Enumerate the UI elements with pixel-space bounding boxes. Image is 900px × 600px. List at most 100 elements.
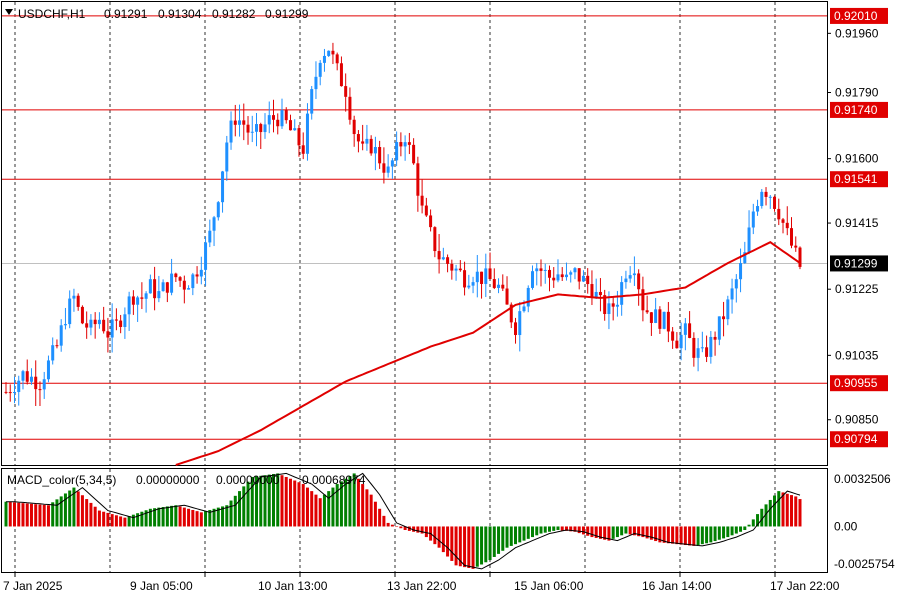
candle — [204, 236, 208, 287]
macd-bar — [628, 526, 632, 535]
candle — [148, 274, 152, 294]
macd-signal-line — [6, 472, 801, 570]
macd-bar — [480, 526, 484, 565]
candle — [543, 263, 547, 284]
candle — [114, 308, 118, 331]
macd-bar — [305, 487, 309, 527]
candle — [21, 369, 25, 390]
candle — [229, 111, 233, 150]
macd-bar — [624, 526, 628, 534]
candle — [119, 314, 123, 334]
candle — [535, 262, 539, 286]
candle — [407, 132, 411, 155]
macd-bar — [692, 526, 696, 546]
macd-bar — [208, 509, 212, 527]
macd-bar — [441, 526, 445, 553]
candle — [284, 107, 288, 124]
candle — [390, 158, 394, 179]
macd-bar — [204, 511, 208, 527]
macd-bar — [641, 526, 645, 538]
candle — [12, 376, 16, 404]
candle — [734, 274, 738, 303]
symbol-label: USDCHF,H1 — [18, 7, 86, 21]
candle — [106, 317, 110, 353]
level-price-label: 0.90955 — [834, 376, 878, 390]
candle — [93, 312, 97, 339]
candle — [475, 254, 479, 298]
macd-bar — [632, 526, 636, 536]
candle — [327, 50, 331, 57]
macd-bar — [679, 526, 683, 545]
price-tick-label: 0.91035 — [835, 348, 879, 362]
candle — [603, 289, 607, 321]
macd-bar — [637, 526, 641, 537]
high-value: 0.91304 — [158, 7, 202, 21]
candle — [467, 274, 471, 290]
macd-bar — [645, 526, 649, 539]
macd-bar — [182, 507, 186, 527]
candle — [658, 306, 662, 334]
candle — [361, 124, 365, 151]
candle — [314, 61, 318, 99]
low-value: 0.91282 — [212, 7, 256, 21]
candle — [773, 195, 777, 212]
candle — [484, 253, 488, 298]
candle — [305, 103, 309, 161]
candle — [216, 200, 220, 221]
candle — [713, 331, 717, 356]
macd-bar — [97, 510, 101, 527]
macd-bar — [280, 475, 284, 527]
candle — [420, 179, 424, 214]
candle — [80, 305, 84, 325]
candle — [55, 339, 59, 349]
macd-bar — [216, 507, 220, 527]
dropdown-triangle-icon[interactable] — [5, 9, 13, 15]
macd-histogram — [4, 472, 802, 570]
candle — [671, 327, 675, 349]
candle — [42, 371, 46, 399]
candles — [4, 42, 802, 407]
macd-bar — [416, 526, 420, 533]
time-tick-label: 17 Jan 22:00 — [770, 579, 840, 593]
candle — [628, 266, 632, 283]
macd-bar — [199, 512, 203, 527]
macd-bar — [768, 499, 772, 527]
candle — [59, 319, 63, 352]
macd-bar — [110, 514, 114, 527]
current-price-badge — [830, 255, 888, 272]
candle — [331, 42, 335, 65]
candle — [72, 288, 76, 312]
macd-bar — [148, 508, 152, 527]
macd-bar — [127, 516, 131, 527]
macd-bar — [80, 495, 84, 527]
candle — [781, 217, 785, 234]
macd-bar — [781, 492, 785, 527]
candle — [127, 291, 131, 331]
candle — [144, 291, 148, 313]
candle — [395, 131, 399, 167]
candle — [76, 293, 80, 311]
candle — [174, 272, 178, 283]
candle — [38, 381, 42, 407]
candle — [683, 318, 687, 351]
macd-bar — [586, 526, 590, 536]
candle — [696, 338, 700, 372]
candle — [191, 272, 195, 296]
macd-bar — [21, 503, 25, 527]
macd-bar — [492, 526, 496, 557]
macd-bar — [318, 498, 322, 527]
macd-bar — [654, 526, 658, 542]
horizontal-levels — [2, 15, 827, 440]
candle — [110, 303, 114, 353]
macd-bar — [467, 526, 471, 569]
candle — [153, 266, 157, 311]
macd-bar — [140, 511, 144, 527]
candle — [297, 124, 301, 157]
candle — [641, 276, 645, 322]
macd-bar — [238, 491, 242, 527]
candle — [446, 254, 450, 273]
macd-bar — [55, 499, 59, 527]
time-tick-label: 16 Jan 14:00 — [642, 579, 712, 593]
macd-bar — [17, 502, 21, 527]
macd-bar — [267, 474, 271, 527]
